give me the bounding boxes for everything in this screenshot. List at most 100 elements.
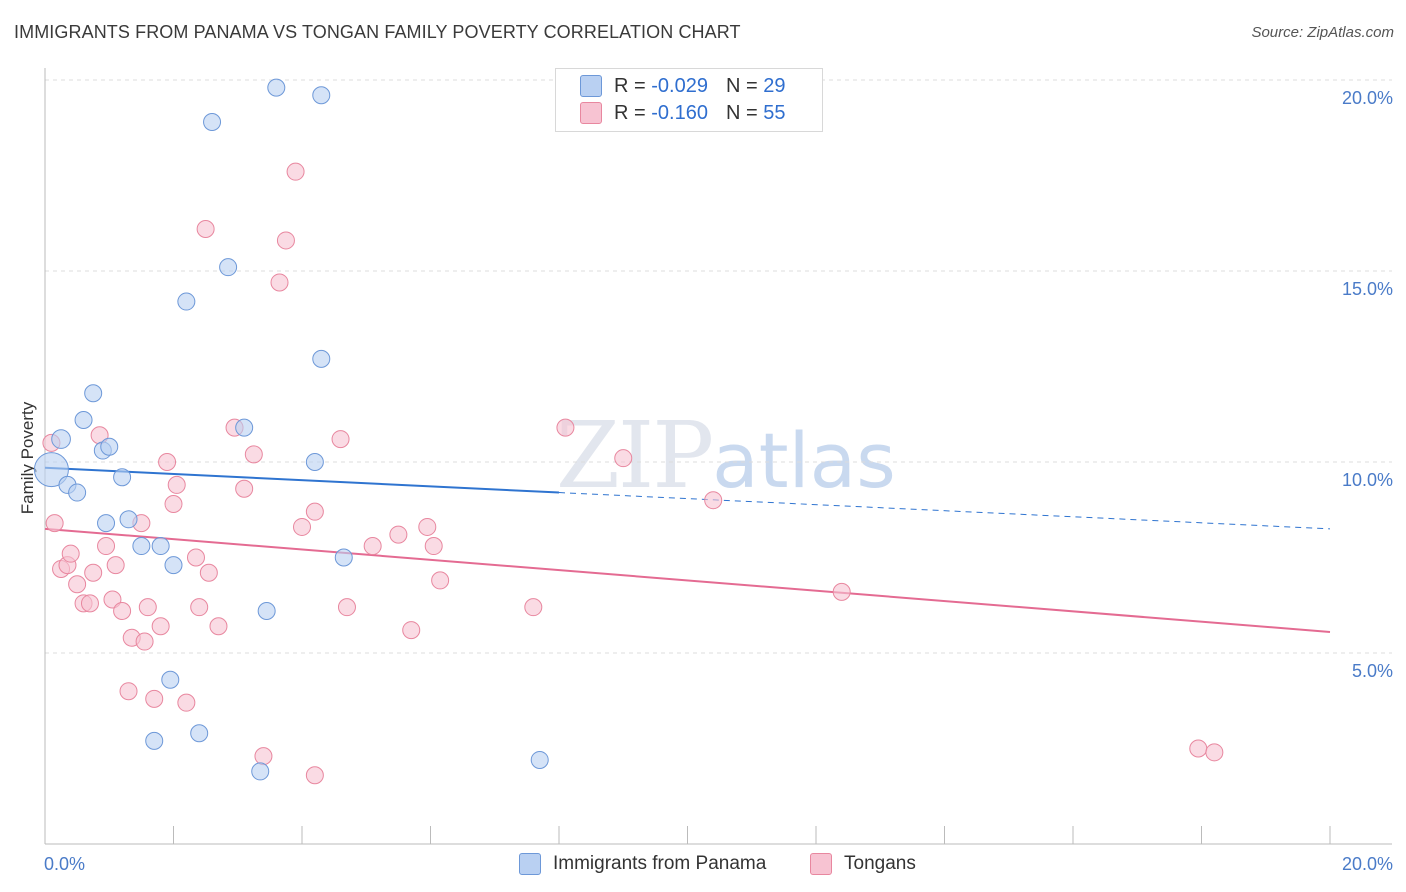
tongans-point [402,621,421,640]
tongans-point [418,517,437,536]
panama-point [145,731,164,750]
tongans-point [196,219,215,238]
panama-point [84,384,103,403]
panama-point [334,548,353,567]
tongans-point [84,563,103,582]
bottom-legend-swatch-pink [810,853,832,875]
panama-point [267,78,286,97]
legend-n-value: 29 [763,74,786,97]
tongans-point [389,525,408,544]
y-tick-label: 20.0% [1342,88,1393,108]
panama-trend-line-extension [558,492,1331,530]
panama-point [219,258,238,277]
x-tick-label: 0.0% [44,854,85,874]
tongans-trend-line [44,527,1331,633]
tongans-point [138,598,157,617]
tongans-point [68,575,87,594]
bottom-legend-label-panama: Immigrants from Panama [553,853,767,874]
chart-title: IMMIGRANTS FROM PANAMA VS TONGAN FAMILY … [14,22,741,42]
tongans-point [1205,743,1224,762]
bottom-legend-panama: Immigrants from Panama [519,851,766,877]
panama-point [74,410,93,429]
tongans-point [80,594,99,613]
panama-point [113,468,132,487]
grid-lines [45,79,1392,654]
bottom-legend-swatch-blue [519,853,541,875]
x-tick-label: 20.0% [1342,854,1393,874]
watermark: ZIPatlas [556,402,896,509]
legend-swatch-blue [580,75,602,97]
tongans-point [305,766,324,785]
tongans-point [431,571,450,590]
tongans-point [305,502,324,521]
tongans-point [97,537,116,556]
tick-labels: 5.0% 10.0% 15.0% 20.0% 0.0% 20.0% [44,88,1393,874]
tongans-point [209,617,228,636]
legend-r-label: R = [614,101,652,124]
panama-point [203,113,222,132]
panama-point [312,349,331,368]
panama-point [119,510,138,529]
panama-point [251,762,270,781]
bottom-legend-tongans: Tongans [810,851,916,877]
panama-point [235,418,254,437]
trend-lines [44,466,1331,633]
tongans-point [276,231,295,250]
panama-point [305,453,324,471]
tongans-point [45,514,64,533]
legend-row-panama: R = -0.029 N = 29 [580,73,785,99]
tongans-point [158,453,177,471]
legend-r-value: -0.160 [651,101,708,124]
panama-point [51,429,71,449]
panama-point [33,452,69,488]
tongans-point [167,475,186,494]
tongans-point [614,449,633,468]
legend-r-value: -0.029 [651,74,708,97]
tongans-point [424,537,443,556]
legend-row-tongans: R = -0.160 N = 55 [580,100,785,126]
y-tick-label: 10.0% [1342,470,1393,490]
tongans-point [244,445,263,464]
legend-n-label: N = [725,101,764,124]
tongans-point [61,544,80,563]
panama-point [151,537,170,556]
y-tick-label: 5.0% [1352,661,1393,681]
tongans-point [106,556,125,575]
panama-point [68,483,87,502]
panama-point [530,750,549,769]
data-points [33,78,1224,785]
legend-swatch-pink [580,102,602,124]
panama-point [164,556,183,575]
tongans-point [832,582,851,601]
tongans-point [704,491,723,510]
source-label: Source: ZipAtlas.com [1251,24,1394,41]
tongans-point [286,162,305,181]
watermark-zip: ZIP [556,402,714,509]
bottom-legend-label-tongans: Tongans [844,853,916,874]
tongans-point [135,632,154,651]
panama-point [97,514,116,533]
tongans-point [363,537,382,556]
tongans-point [199,563,218,582]
tongans-point [103,590,122,609]
panama-point [161,670,180,689]
legend-n-label: N = [725,74,764,97]
panama-point [132,537,151,556]
tongans-point [293,517,311,536]
tongans-point [119,682,138,701]
tongans-point [186,548,205,567]
tongans-point [151,617,170,636]
tongans-point [190,598,209,617]
panama-trend-line [44,466,560,494]
tongans-point [145,689,164,708]
tongans-point [524,598,543,617]
tongans-point [254,747,273,766]
tongans-point [331,430,350,449]
legend-r-label: R = [614,74,652,97]
panama-point [257,601,276,620]
tongans-point [556,418,575,437]
panama-point [100,437,119,456]
tongans-point [164,495,183,514]
stats-legend: R = -0.029 N = 29 R = -0.160 N = 55 [555,68,823,132]
watermark-atlas: atlas [712,416,896,505]
